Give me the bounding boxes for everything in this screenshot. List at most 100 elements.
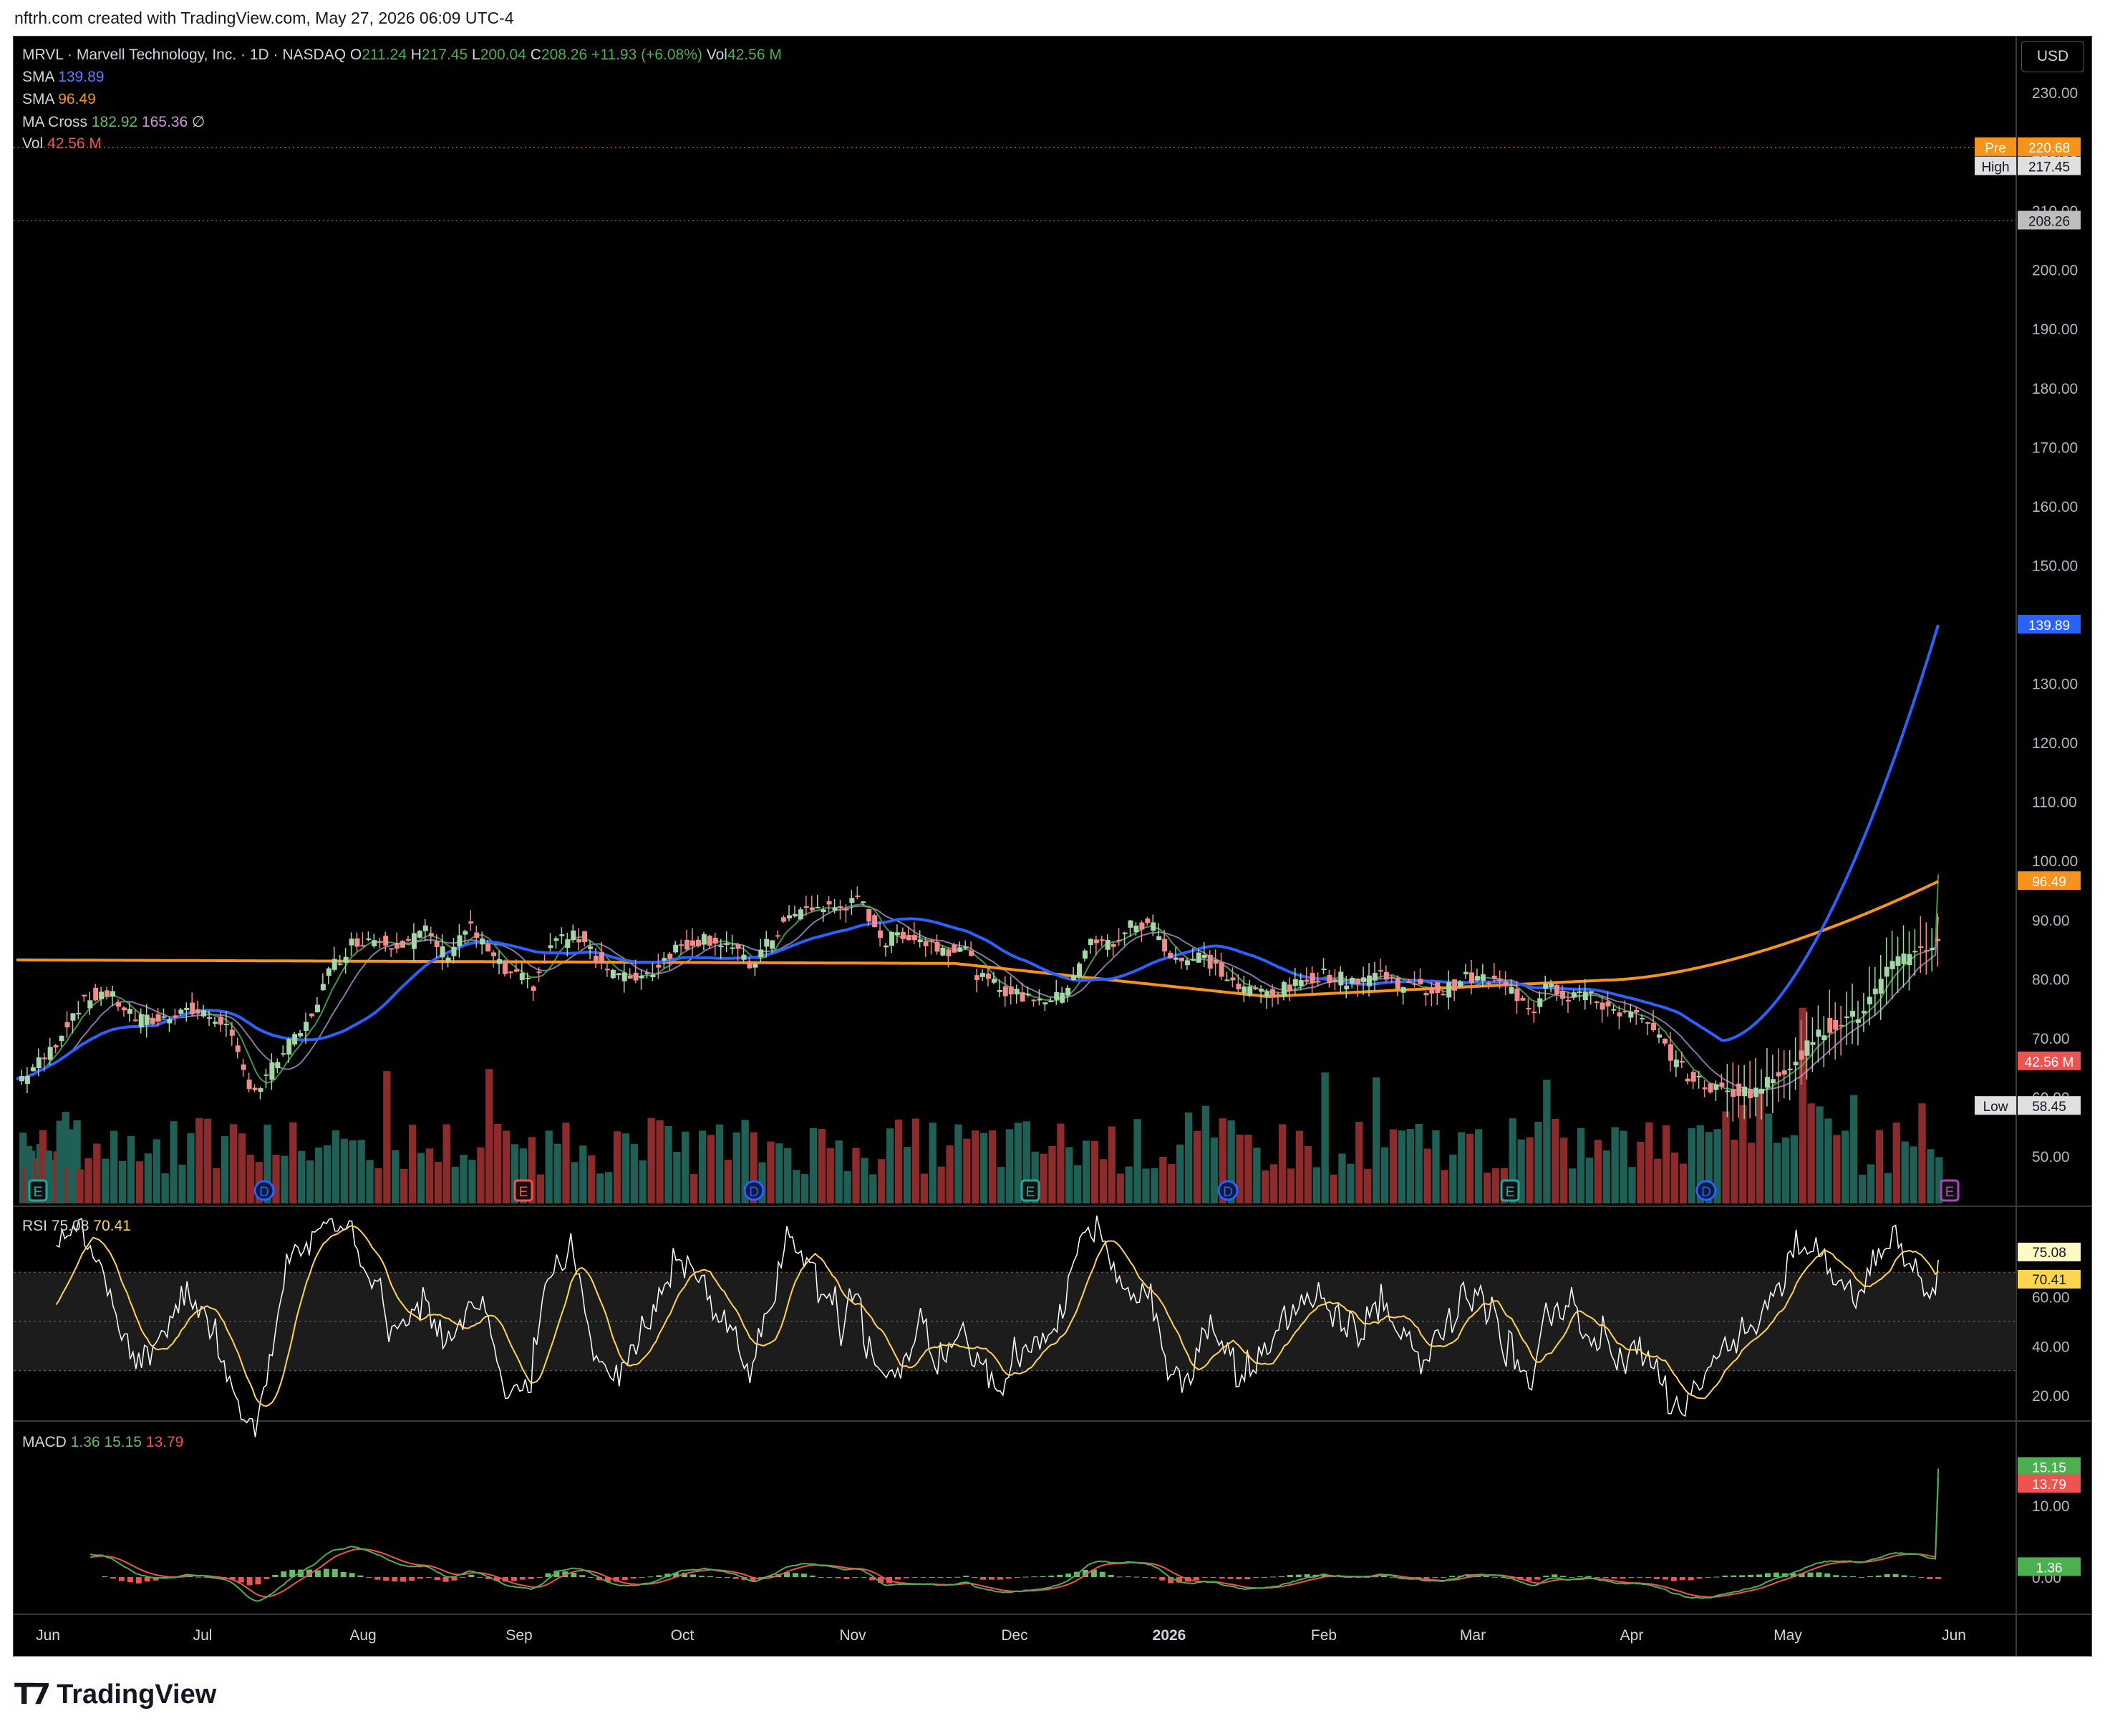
volume-bar [861, 1158, 868, 1203]
macd-hist-bar [485, 1577, 492, 1579]
candle-body [138, 1014, 144, 1028]
candle-body [53, 1045, 59, 1048]
candle-body [463, 931, 468, 935]
date-tick-label: Oct [671, 1627, 695, 1644]
macd-hist-bar [468, 1574, 475, 1577]
ma-cross-legend[interactable]: MA Cross 182.92 165.36 ∅ [22, 113, 205, 131]
candle-body [553, 938, 559, 941]
candle-body [792, 913, 798, 917]
volume-bar [1568, 1168, 1577, 1203]
candle-body [656, 964, 662, 968]
candle-body [519, 973, 525, 980]
macd-hist-bar [1099, 1571, 1105, 1577]
macd-hist-bar [1312, 1574, 1319, 1577]
volume-bar [1696, 1125, 1704, 1203]
rsi-value: 75.08 [51, 1218, 89, 1234]
ma-cross-fast-line [44, 874, 1940, 1094]
candle-body [1742, 1086, 1748, 1097]
macd-hist-bar [425, 1577, 432, 1579]
volume-bar [1799, 1007, 1806, 1203]
candle-body [1930, 948, 1935, 951]
volume-bar [1611, 1127, 1619, 1203]
candle-body [121, 1007, 127, 1011]
candle-body [395, 942, 400, 949]
candle-body [815, 906, 821, 908]
macd-hist-bar [1090, 1569, 1097, 1577]
candle-body [1367, 975, 1373, 986]
sma-slow-label: SMA [22, 91, 54, 107]
macd-hist-bar [715, 1577, 722, 1578]
rsi-tag-bg [2018, 1242, 2081, 1261]
macd-hist-bar [656, 1575, 662, 1577]
volume-bar [732, 1132, 740, 1203]
volume-bar [1807, 1103, 1815, 1203]
volume-bar [442, 1124, 450, 1203]
macd-hist-bar [1910, 1576, 1916, 1578]
candle-body [1758, 1088, 1764, 1094]
volume-bar [1270, 1164, 1278, 1203]
volume-bar [1526, 1137, 1534, 1203]
macd-hist-bar [1739, 1575, 1746, 1577]
candle-body [1247, 986, 1253, 996]
candle-body [1292, 979, 1298, 986]
macd-hist-bar [972, 1577, 978, 1579]
candle-body [1901, 953, 1907, 964]
date-tick-label: Mar [1460, 1627, 1486, 1644]
hidden-icon[interactable]: ∅ [192, 114, 205, 130]
macd-hist-bar [510, 1577, 517, 1581]
macd-hist-bar [1858, 1577, 1864, 1578]
volume-bar [630, 1144, 638, 1203]
event-marker-label: D [749, 1185, 759, 1200]
candle-body [1389, 976, 1395, 979]
macd-hist-bar [1526, 1577, 1532, 1581]
volume-bar [366, 1160, 374, 1203]
candle-body [997, 989, 1002, 992]
candle-body [377, 941, 383, 943]
macd-hist-bar [1244, 1577, 1251, 1580]
macd-signal-value: 13.79 [145, 1434, 184, 1450]
macd-hist-value: 1.36 [70, 1434, 100, 1450]
volume-bar [937, 1166, 945, 1203]
macd-legend[interactable]: MACD 1.36 15.15 13.79 [22, 1434, 183, 1451]
volume-bar [1295, 1130, 1304, 1203]
macd-hist-bar [340, 1571, 347, 1577]
sma-fast-legend[interactable]: SMA 139.89 [22, 69, 104, 86]
candle-body [1259, 989, 1264, 992]
macd-hist-bar [911, 1577, 918, 1578]
macd-hist-bar [604, 1577, 611, 1582]
candle-body [952, 944, 957, 953]
candle-body [1350, 978, 1355, 984]
event-marker-label: D [259, 1185, 269, 1200]
candle-body [417, 931, 422, 938]
candle-body [957, 947, 963, 952]
chart-frame[interactable]: 230.00220.00210.00200.00190.00180.00170.… [13, 36, 2092, 1657]
macd-hist-bar [374, 1577, 381, 1580]
symbol-label[interactable]: MRVL · Marvell Technology, Inc. · 1D · N… [22, 47, 347, 63]
candle-body [1816, 1029, 1821, 1037]
currency-button[interactable]: USD [2021, 41, 2084, 72]
volume-bar [1304, 1146, 1312, 1203]
sma-slow-legend[interactable]: SMA 96.49 [22, 91, 96, 108]
candle-body [542, 960, 548, 963]
candle-body [1025, 993, 1031, 995]
rsi-legend[interactable]: RSI 75.08 70.41 [22, 1218, 131, 1235]
volume-bar [1842, 1130, 1849, 1203]
macd-hist-bar [255, 1577, 261, 1585]
candle-body [1207, 954, 1213, 969]
candle-body [24, 1075, 30, 1085]
volume-bar [1048, 1145, 1056, 1203]
volume-bar [374, 1168, 382, 1203]
price-tick-label: 50.00 [2032, 1149, 2070, 1165]
chart-canvas[interactable]: 230.00220.00210.00200.00190.00180.00170.… [14, 37, 2092, 1657]
macd-hist-bar [1543, 1575, 1549, 1577]
volume-bar [451, 1166, 459, 1203]
volume-legend[interactable]: Vol 42.56 M [22, 135, 102, 152]
candle-body [1435, 982, 1441, 993]
candle-body [1372, 972, 1378, 981]
candle-body [1668, 1044, 1673, 1061]
candle-body [76, 1013, 82, 1015]
candle-body [633, 972, 639, 981]
macd-hist-bar [1423, 1577, 1430, 1579]
volume-bar [639, 1160, 647, 1203]
candle-body [1383, 971, 1389, 980]
